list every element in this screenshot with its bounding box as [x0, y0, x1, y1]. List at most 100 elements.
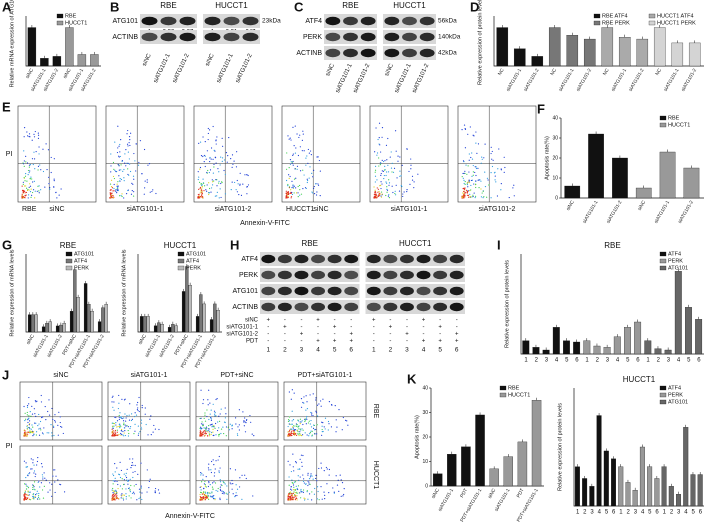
flow-dot: [56, 197, 58, 199]
flow-dot: [225, 435, 227, 437]
flow-dot: [310, 426, 313, 428]
flow-dot: [128, 487, 131, 489]
flow-dot: [200, 428, 202, 430]
flow-dot: [302, 480, 305, 483]
flow-dot: [253, 435, 255, 437]
flow-dot: [301, 491, 303, 493]
bar: [146, 316, 150, 333]
flow-dot: [302, 491, 305, 493]
flow-dot: [474, 195, 477, 197]
flow-dot: [34, 422, 36, 424]
bar: [659, 151, 676, 199]
lane-number: 2: [389, 347, 393, 354]
flow-dot: [144, 187, 146, 189]
flow-dot: [115, 493, 117, 496]
flow-dot: [296, 424, 298, 426]
row-label: ACTINB: [112, 34, 138, 41]
x-tick-label: siATG101-2: [628, 67, 646, 92]
flow-dot: [311, 475, 313, 477]
flow-dot: [44, 186, 46, 188]
condition-sign: -: [423, 332, 425, 338]
flow-dot: [212, 428, 214, 430]
flow-dot: [207, 404, 209, 406]
flow-dot: [406, 189, 408, 191]
flow-dot: [218, 427, 220, 429]
flow-dot: [200, 432, 202, 434]
flow-dot: [285, 190, 287, 192]
flow-dot: [225, 413, 227, 415]
flow-dot: [290, 161, 292, 163]
legend-swatch: [177, 258, 185, 264]
flow-dot: [332, 487, 334, 489]
flow-dot: [235, 492, 237, 494]
flow-dot: [231, 479, 233, 482]
flow-dot: [204, 484, 207, 486]
flow-dot: [112, 434, 114, 436]
flow-dot: [207, 425, 210, 427]
flow-dot: [300, 406, 303, 408]
blot-band: [383, 254, 398, 264]
flow-dot: [55, 475, 57, 477]
flow-dot: [128, 158, 130, 160]
flow-dot: [292, 419, 295, 421]
y-axis-label: Relative expression of protein levels: [504, 260, 510, 348]
flow-dot: [115, 432, 117, 435]
flow-dot: [59, 484, 62, 486]
flow-dot: [215, 162, 217, 164]
flow-dot: [120, 430, 123, 432]
y-tick-label: 20: [552, 155, 558, 161]
flow-dot: [483, 196, 485, 198]
flow-dot: [199, 498, 201, 500]
flow-dot: [33, 472, 35, 474]
flow-dot: [294, 491, 296, 494]
flow-dot: [200, 474, 202, 476]
condition-sign: -: [389, 318, 391, 324]
flow-dot: [110, 186, 113, 188]
row-label: PERK: [239, 272, 258, 279]
x-tick-label: 6: [612, 510, 616, 516]
y-tick-label: 0: [425, 483, 428, 489]
flow-dot: [33, 498, 35, 500]
flow-dot: [342, 416, 344, 419]
flow-dot: [320, 405, 322, 407]
flow-dot: [124, 434, 127, 437]
flow-dot: [112, 190, 114, 192]
flow-dot: [144, 180, 146, 182]
flow-dot: [306, 178, 308, 180]
flow-dot: [137, 401, 139, 404]
flow-dot: [343, 488, 345, 490]
flow-dot: [53, 158, 55, 160]
legend-swatch: [593, 13, 601, 19]
flow-dot: [154, 428, 156, 430]
flow-dot: [290, 495, 292, 497]
bar: [654, 478, 660, 507]
condition-sign: -: [439, 318, 441, 324]
flow-dot: [481, 158, 483, 160]
flow-dot: [34, 168, 36, 170]
condition-sign: -: [350, 318, 352, 324]
bar: [603, 347, 611, 355]
panel-letter: D: [470, 0, 479, 14]
flow-dot: [294, 434, 296, 436]
flow-dot: [125, 475, 127, 477]
flow-dot: [117, 186, 119, 188]
bar: [90, 311, 94, 333]
flow-dot: [380, 191, 383, 193]
flow-dot: [111, 497, 113, 499]
flow-dot: [201, 499, 203, 501]
flow-dot: [199, 486, 201, 489]
flow-dot: [112, 433, 114, 435]
flow-dot: [213, 163, 215, 165]
flow-dot: [26, 431, 28, 433]
flow-dot: [294, 425, 296, 427]
flow-dot: [112, 161, 115, 164]
flow-dot: [503, 171, 505, 173]
lane-label: siATG101-1: [153, 52, 172, 84]
flow-dot: [134, 430, 136, 432]
flow-dot: [201, 193, 203, 196]
blot-band: [402, 16, 417, 26]
flow-dot: [288, 499, 291, 501]
flow-dot: [291, 430, 293, 432]
flow-dot: [44, 477, 46, 479]
flow-dot: [230, 189, 232, 191]
